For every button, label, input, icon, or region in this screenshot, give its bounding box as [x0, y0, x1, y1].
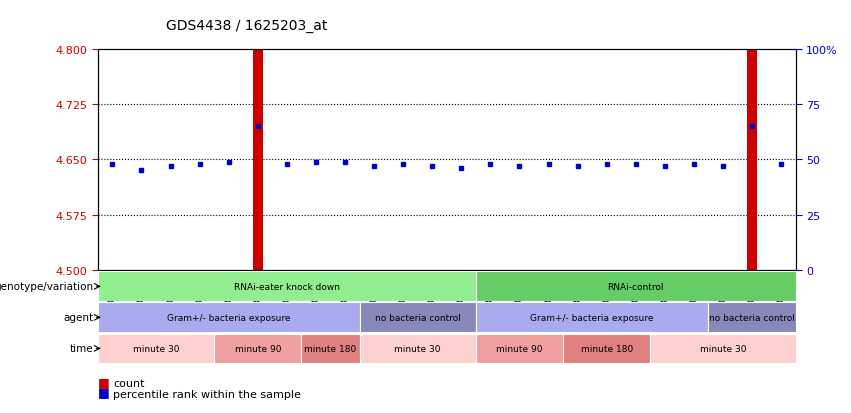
- Text: minute 30: minute 30: [395, 344, 441, 353]
- Text: minute 90: minute 90: [496, 344, 543, 353]
- Text: GDS4438 / 1625203_at: GDS4438 / 1625203_at: [166, 19, 328, 33]
- Bar: [253, 50, 263, 271]
- Bar: [709, 303, 796, 332]
- Text: count: count: [113, 378, 145, 388]
- Text: minute 90: minute 90: [235, 344, 281, 353]
- Text: minute 180: minute 180: [580, 344, 633, 353]
- Text: minute 30: minute 30: [700, 344, 746, 353]
- Text: no bacteria control: no bacteria control: [374, 313, 460, 322]
- Bar: [747, 50, 757, 271]
- Text: agent: agent: [64, 313, 94, 323]
- Bar: [359, 334, 476, 363]
- Text: time: time: [70, 344, 94, 354]
- Bar: [563, 334, 650, 363]
- Text: Gram+/- bacteria exposure: Gram+/- bacteria exposure: [530, 313, 654, 322]
- Text: percentile rank within the sample: percentile rank within the sample: [113, 389, 301, 399]
- Bar: [650, 334, 796, 363]
- Bar: [301, 334, 359, 363]
- Bar: [98, 272, 476, 301]
- Bar: [98, 303, 359, 332]
- Text: RNAi-eater knock down: RNAi-eater knock down: [234, 282, 340, 291]
- Text: Gram+/- bacteria exposure: Gram+/- bacteria exposure: [167, 313, 290, 322]
- Text: genotype/variation: genotype/variation: [0, 282, 94, 292]
- Text: ■: ■: [98, 375, 110, 388]
- Text: minute 30: minute 30: [133, 344, 180, 353]
- Bar: [359, 303, 476, 332]
- Text: no bacteria control: no bacteria control: [709, 313, 795, 322]
- Bar: [476, 303, 708, 332]
- Bar: [476, 334, 563, 363]
- Text: ■: ■: [98, 386, 110, 399]
- Bar: [98, 334, 214, 363]
- Bar: [476, 272, 796, 301]
- Text: minute 180: minute 180: [305, 344, 357, 353]
- Text: RNAi-control: RNAi-control: [608, 282, 664, 291]
- Bar: [214, 334, 301, 363]
